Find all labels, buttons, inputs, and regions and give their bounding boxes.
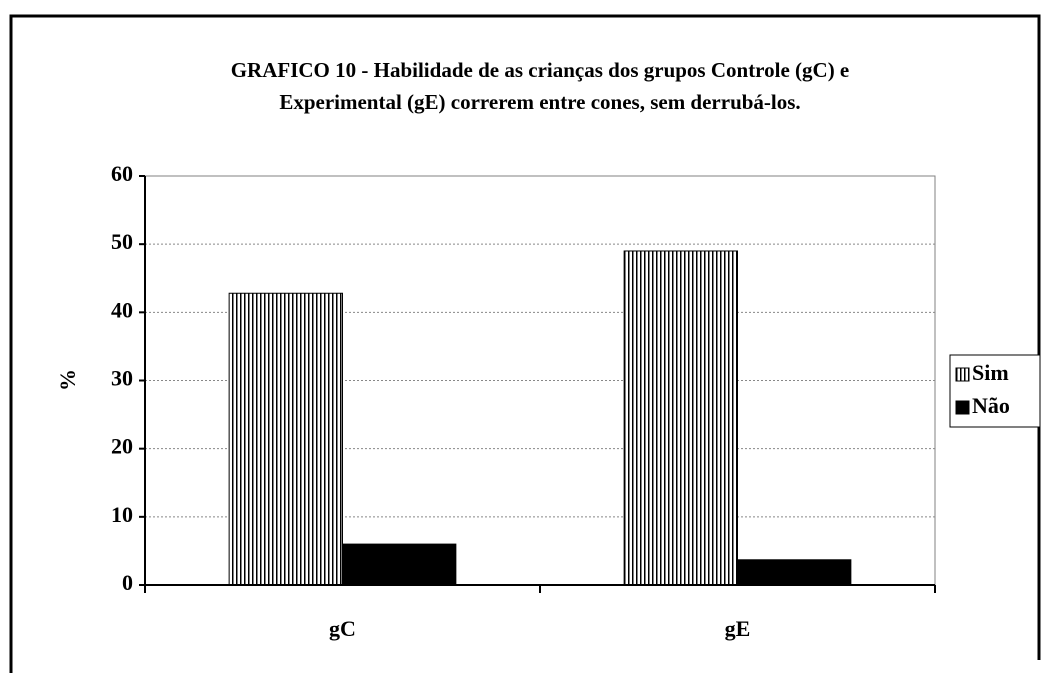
x-tick-label: gC xyxy=(329,616,356,641)
y-tick-label: 50 xyxy=(111,229,133,254)
legend-swatch xyxy=(955,367,970,382)
legend-label: Sim xyxy=(972,360,1009,385)
chart-title: Experimental (gE) correrem entre cones, … xyxy=(279,90,800,114)
y-tick-label: 60 xyxy=(111,161,133,186)
bar xyxy=(737,559,852,586)
bar xyxy=(623,250,739,586)
y-tick-label: 20 xyxy=(111,434,133,459)
frame xyxy=(9,14,1041,673)
legend-box xyxy=(949,354,1041,428)
legend-label: Não xyxy=(972,393,1010,418)
bar xyxy=(228,292,343,586)
y-tick-label: 0 xyxy=(122,570,133,595)
y-tick-label: 30 xyxy=(111,366,133,391)
y-tick-label: 40 xyxy=(111,297,133,322)
bar xyxy=(342,543,457,586)
y-tick-label: 10 xyxy=(111,502,133,527)
legend-swatch xyxy=(955,400,970,415)
y-axis-label: % xyxy=(55,369,80,391)
chart-title: GRAFICO 10 - Habilidade de as crianças d… xyxy=(231,58,850,82)
x-tick-label: gE xyxy=(725,616,751,641)
